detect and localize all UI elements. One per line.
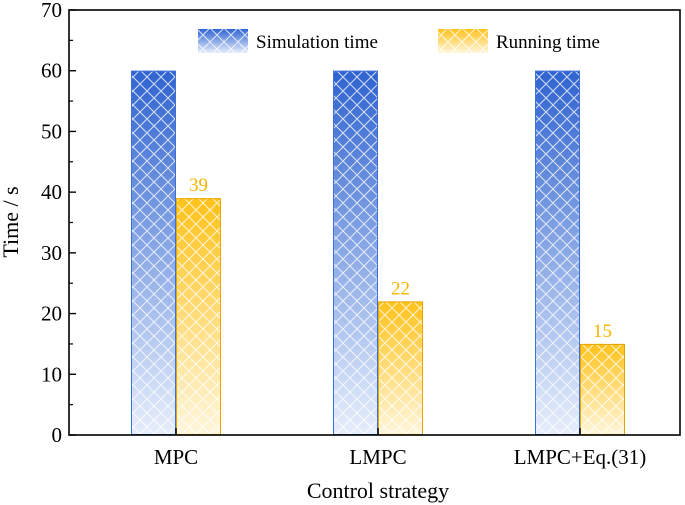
- legend-item-0: Simulation time: [198, 29, 378, 53]
- y-tick-label: 50: [41, 119, 62, 143]
- x-tick-label: MPC: [154, 445, 198, 469]
- bar-hatch: [333, 70, 378, 435]
- bar-hatch: [131, 70, 176, 435]
- data-label: 15: [593, 321, 612, 342]
- y-axis-title: Time / s: [0, 186, 23, 257]
- y-tick-label: 40: [41, 180, 62, 204]
- x-tick-label: LMPC: [349, 445, 406, 469]
- x-tick-label: LMPC+Eq.(31): [514, 445, 647, 469]
- bar-simulation-time-1: [333, 70, 378, 435]
- y-tick-label: 0: [52, 423, 63, 447]
- bar-simulation-time-2: [535, 70, 580, 435]
- bar-hatch: [176, 198, 221, 435]
- bar-hatch: [580, 343, 625, 435]
- y-tick-label: 20: [41, 302, 62, 326]
- legend-item-1: Running time: [438, 29, 600, 53]
- legend-swatch-hatch: [198, 29, 248, 53]
- legend-label: Simulation time: [256, 32, 378, 53]
- y-tick-label: 60: [41, 59, 62, 83]
- bar-running-time-2: [580, 343, 625, 435]
- legend-swatch-hatch: [438, 29, 488, 53]
- legend-label: Running time: [496, 32, 600, 53]
- bar-hatch: [378, 301, 423, 435]
- bar-simulation-time-0: [131, 70, 176, 435]
- y-tick-label: 70: [41, 0, 62, 22]
- data-label: 22: [391, 278, 410, 299]
- bar-hatch: [535, 70, 580, 435]
- y-tick-label: 30: [41, 241, 62, 265]
- x-axis-title: Control strategy: [307, 478, 449, 503]
- data-label: 39: [189, 175, 208, 196]
- bar-running-time-1: [378, 301, 423, 435]
- y-tick-label: 10: [41, 362, 62, 386]
- bar-running-time-0: [176, 198, 221, 435]
